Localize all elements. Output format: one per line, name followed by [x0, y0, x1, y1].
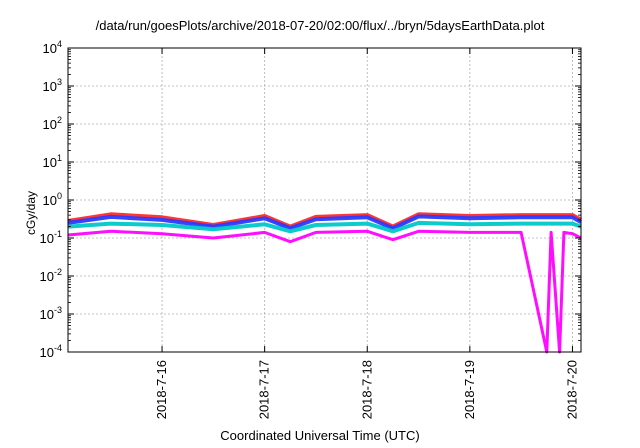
x-tick-label: 2018-7-18	[359, 360, 374, 419]
y-tick-label: 10-1	[40, 229, 62, 246]
y-tick-label: 10-4	[40, 343, 62, 360]
series-line-2	[67, 214, 582, 231]
series-line-1	[67, 212, 582, 229]
series-line-4	[67, 229, 582, 354]
y-axis-label: cGy/day	[24, 191, 38, 236]
y-tick-label: 10-2	[40, 267, 62, 284]
y-tick-label: 102	[43, 115, 62, 132]
y-tick-label: 104	[43, 39, 62, 56]
y-tick-label: 101	[43, 153, 62, 170]
chart-title: /data/run/goesPlots/archive/2018-07-20/0…	[95, 18, 545, 33]
y-tick-label: 10-3	[40, 305, 62, 322]
y-tick-labels: 10-4 10-3 10-2 10-1 100 101 102 103 104	[40, 39, 62, 360]
series-layer	[67, 212, 582, 354]
x-tick-label: 2018-7-17	[257, 360, 272, 419]
x-tick-labels: 2018-7-16 2018-7-17 2018-7-18 2018-7-19 2018…	[154, 360, 579, 419]
y-tick-label: 100	[43, 191, 62, 208]
x-tick-label: 2018-7-16	[154, 360, 169, 419]
tick-layer	[68, 47, 581, 353]
y-tick-label: 103	[43, 77, 62, 94]
grid-layer	[68, 48, 581, 352]
series-line-3	[67, 220, 582, 234]
x-axis-label: Coordinated Universal Time (UTC)	[220, 428, 420, 443]
x-tick-label: 2018-7-19	[462, 360, 477, 419]
x-tick-label: 2018-7-20	[564, 360, 579, 419]
